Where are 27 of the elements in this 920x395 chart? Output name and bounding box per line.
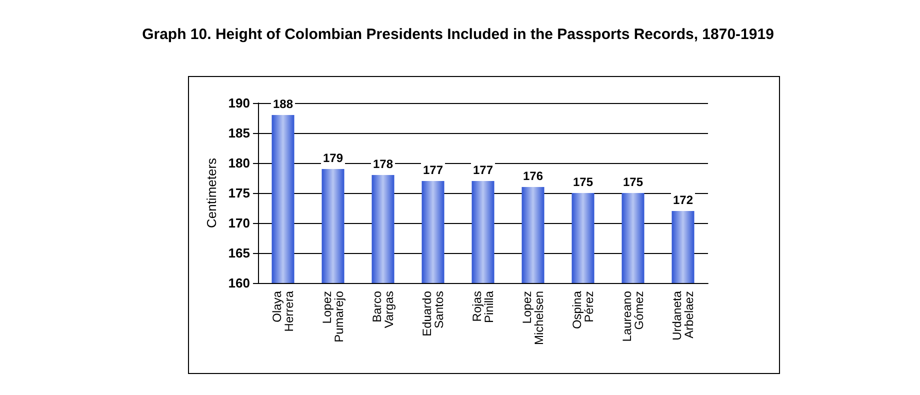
x-tick-label: Laureano Gómez (620, 290, 646, 342)
x-tick-label: Lopez Pumarejo (320, 290, 346, 342)
data-label: 177 (472, 163, 494, 177)
y-tick-label: 160 (228, 276, 250, 290)
y-axis-title: Centimeters (204, 157, 219, 228)
y-tick-label: 170 (228, 216, 250, 230)
x-tick-label: Rojas Pinilla (470, 290, 496, 324)
x-tick-label: Barco Vargas (370, 290, 396, 328)
y-tick-label: 180 (228, 156, 250, 170)
data-label: 178 (372, 157, 394, 171)
x-tick-label: Eduardo Santos (420, 290, 446, 336)
data-label: 172 (672, 193, 694, 207)
y-tick-label: 165 (228, 246, 250, 260)
x-tick-label: Ospina Pérez (570, 290, 596, 330)
data-label: 175 (622, 175, 644, 189)
x-tick-label: Urdaneta Arbelaez (670, 290, 696, 340)
data-label: 188 (272, 97, 294, 111)
data-label: 179 (322, 151, 344, 165)
y-tick-label: 175 (228, 186, 250, 200)
data-label: 175 (572, 175, 594, 189)
data-label: 177 (422, 163, 444, 177)
y-tick-label: 185 (228, 126, 250, 140)
data-label: 176 (522, 169, 544, 183)
chart-title: Graph 10. Height of Colombian Presidents Included in the Passports Records, 1870-1919 (142, 26, 774, 43)
x-tick-label: Olaya Herrera (270, 290, 296, 332)
x-tick-label: Lopez Michelsen (520, 291, 546, 346)
y-tick-label: 190 (228, 96, 250, 110)
